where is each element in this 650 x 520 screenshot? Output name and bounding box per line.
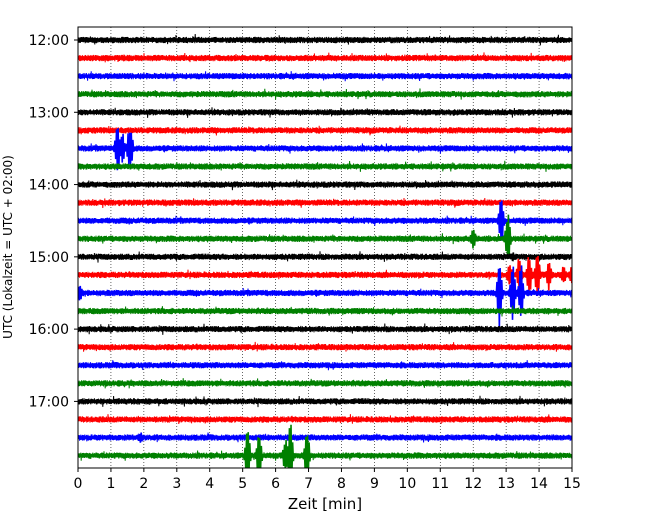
seismogram-trace bbox=[78, 197, 572, 208]
y-tick-label: 16:00 bbox=[29, 322, 69, 338]
trace-noise bbox=[78, 197, 572, 208]
seismic-event bbox=[543, 263, 555, 291]
seismic-event bbox=[78, 285, 85, 301]
x-tick-label: 8 bbox=[337, 476, 346, 492]
seismic-event bbox=[515, 265, 527, 316]
x-axis-title: Zeit [min] bbox=[288, 495, 362, 513]
trace-noise bbox=[78, 395, 572, 408]
traces bbox=[78, 34, 572, 468]
x-tick-label: 13 bbox=[497, 476, 515, 492]
trace-noise bbox=[78, 269, 572, 280]
trace-noise bbox=[78, 341, 572, 352]
trace-noise bbox=[78, 287, 572, 299]
trace-noise bbox=[78, 432, 572, 443]
trace-noise bbox=[78, 450, 572, 461]
seismogram-trace bbox=[78, 160, 572, 172]
trace-noise bbox=[78, 360, 572, 371]
seismic-event bbox=[467, 229, 479, 249]
trace-noise bbox=[78, 88, 572, 100]
seismogram-trace bbox=[78, 378, 572, 389]
x-tick-label: 10 bbox=[398, 476, 416, 492]
seismogram-trace bbox=[78, 341, 572, 352]
seismic-event bbox=[506, 266, 519, 320]
x-tick-label: 11 bbox=[431, 476, 449, 492]
trace-noise bbox=[78, 143, 572, 154]
x-tick-label: 6 bbox=[271, 476, 280, 492]
seismogram-trace bbox=[78, 265, 572, 329]
x-tick-label: 4 bbox=[205, 476, 214, 492]
seismic-event bbox=[241, 432, 253, 468]
seismogram-trace bbox=[78, 305, 572, 317]
x-tick-label: 14 bbox=[530, 476, 548, 492]
seismogram-trace bbox=[78, 360, 572, 371]
trace-noise bbox=[78, 305, 572, 317]
seismogram-trace bbox=[78, 424, 572, 468]
seismogram-trace bbox=[78, 179, 572, 191]
x-tick-label: 9 bbox=[370, 476, 379, 492]
y-axis-title: UTC (Lokalzeit = UTC + 02:00) bbox=[1, 155, 15, 339]
seismogram-trace bbox=[78, 432, 572, 443]
trace-noise bbox=[78, 323, 572, 335]
trace-noise bbox=[78, 179, 572, 191]
seismogram-trace bbox=[78, 414, 572, 424]
trace-noise bbox=[78, 215, 572, 226]
seismogram-trace bbox=[78, 395, 572, 408]
x-tick-label: 7 bbox=[304, 476, 313, 492]
seismic-event bbox=[284, 424, 296, 468]
trace-noise bbox=[78, 378, 572, 389]
y-tick-label: 13:00 bbox=[29, 105, 69, 121]
seismogram-trace bbox=[78, 88, 572, 100]
x-tick-label: 12 bbox=[464, 476, 482, 492]
seismic-event bbox=[116, 133, 128, 163]
trace-noise bbox=[78, 160, 572, 172]
axis-ticks: 0 1 2 3 4 5 6 7 8 9 10 11 12 13 14 1512:0013:0014:0015:… bbox=[29, 33, 581, 492]
seismogram-trace bbox=[78, 128, 572, 171]
trace-noise bbox=[78, 414, 572, 424]
y-tick-label: 17:00 bbox=[29, 394, 69, 410]
trace-noise bbox=[78, 34, 572, 46]
seismic-event bbox=[507, 252, 518, 262]
y-tick-label: 12:00 bbox=[29, 33, 69, 49]
x-tick-label: 2 bbox=[139, 476, 148, 492]
y-tick-label: 14:00 bbox=[29, 178, 69, 194]
x-tick-label: 3 bbox=[172, 476, 181, 492]
seismic-event bbox=[135, 432, 146, 443]
trace-noise bbox=[78, 233, 572, 245]
trace-noise bbox=[78, 251, 572, 263]
seismogram-trace bbox=[78, 323, 572, 335]
trace-noise bbox=[78, 52, 572, 63]
seismogram-trace bbox=[78, 125, 572, 136]
y-tick-label: 15:00 bbox=[29, 250, 69, 266]
trace-noise bbox=[78, 125, 572, 136]
trace-noise bbox=[78, 71, 572, 82]
plot-frame bbox=[77, 26, 573, 469]
seismogram-trace bbox=[78, 52, 572, 63]
seismogram-trace bbox=[78, 251, 572, 263]
trace-noise bbox=[78, 107, 572, 118]
seismogram-trace bbox=[78, 107, 572, 118]
seismic-event bbox=[531, 255, 543, 296]
seismic-event bbox=[558, 266, 570, 283]
x-tick-label: 5 bbox=[238, 476, 247, 492]
seismic-event bbox=[301, 435, 313, 468]
seismogram-trace bbox=[78, 200, 572, 241]
seismogram-trace bbox=[78, 71, 572, 82]
x-tick-label: 0 bbox=[74, 476, 83, 492]
seismogram-trace bbox=[78, 34, 572, 46]
x-tick-label: 1 bbox=[106, 476, 115, 492]
seismic-event bbox=[495, 200, 507, 241]
seismic-event bbox=[253, 437, 265, 468]
x-tick-label: 15 bbox=[563, 476, 581, 492]
